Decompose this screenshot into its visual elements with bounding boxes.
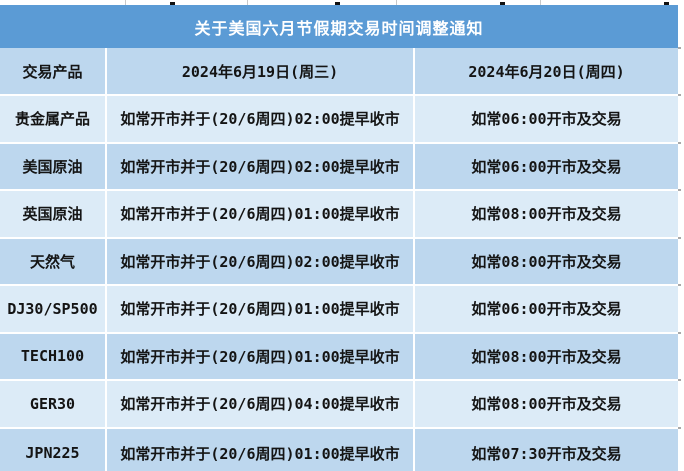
product-cell: JPN225 bbox=[0, 428, 105, 471]
gridline-stub bbox=[678, 427, 681, 429]
product-cell: DJ30/SP500 bbox=[0, 286, 105, 332]
gridline bbox=[125, 0, 126, 5]
header-cell-thursday: 2024年6月20日(周四) bbox=[415, 48, 678, 94]
cutoff-text-fragment bbox=[500, 2, 505, 5]
thursday-cell: 如常06:00开市及交易 bbox=[415, 286, 678, 332]
table-row-ger30: GER30 如常开市并于(20/6周四)04:00提早收市 如常08:00开市及… bbox=[0, 381, 678, 427]
right-edge-gutter bbox=[678, 0, 684, 471]
gridline-stub bbox=[678, 379, 681, 381]
table-row-dj30-sp500: DJ30/SP500 如常开市并于(20/6周四)01:00提早收市 如常06:… bbox=[0, 286, 678, 332]
product-cell: 美国原油 bbox=[0, 143, 105, 189]
gridline-stub bbox=[678, 189, 681, 191]
wednesday-cell: 如常开市并于(20/6周四)02:00提早收市 bbox=[107, 96, 413, 142]
wednesday-cell: 如常开市并于(20/6周四)01:00提早收市 bbox=[107, 286, 413, 332]
gridline-stub bbox=[678, 332, 681, 334]
cutoff-text-fragment bbox=[664, 2, 669, 5]
gridline bbox=[396, 0, 397, 5]
cutoff-text-fragment bbox=[170, 2, 175, 5]
table-row-tech100: TECH100 如常开市并于(20/6周四)01:00提早收市 如常08:00开… bbox=[0, 333, 678, 379]
header-cell-product: 交易产品 bbox=[0, 48, 105, 94]
product-cell: 贵金属产品 bbox=[0, 96, 105, 142]
product-cell: 英国原油 bbox=[0, 191, 105, 237]
header-cell-wednesday: 2024年6月19日(周三) bbox=[107, 48, 413, 94]
gridline bbox=[247, 0, 248, 5]
thursday-cell: 如常06:00开市及交易 bbox=[415, 143, 678, 189]
product-cell: 天然气 bbox=[0, 238, 105, 284]
cutoff-text-fragment bbox=[335, 2, 340, 5]
wednesday-cell: 如常开市并于(20/6周四)01:00提早收市 bbox=[107, 191, 413, 237]
product-cell: TECH100 bbox=[0, 333, 105, 379]
thursday-cell: 如常08:00开市及交易 bbox=[415, 333, 678, 379]
gridline bbox=[540, 0, 541, 5]
wednesday-cell: 如常开市并于(20/6周四)02:00提早收市 bbox=[107, 238, 413, 284]
table-row-us-crude: 美国原油 如常开市并于(20/6周四)02:00提早收市 如常06:00开市及交… bbox=[0, 143, 678, 189]
notice-title-bar: 关于美国六月节假期交易时间调整通知 bbox=[0, 5, 678, 48]
gridline-stub bbox=[678, 237, 681, 239]
wednesday-cell: 如常开市并于(20/6周四)02:00提早收市 bbox=[107, 143, 413, 189]
gridline-stub bbox=[678, 94, 681, 96]
gridline-stub bbox=[678, 142, 681, 144]
thursday-cell: 如常08:00开市及交易 bbox=[415, 238, 678, 284]
table-row-precious-metals: 贵金属产品 如常开市并于(20/6周四)02:00提早收市 如常06:00开市及… bbox=[0, 96, 678, 142]
thursday-cell: 如常08:00开市及交易 bbox=[415, 381, 678, 427]
thursday-cell: 如常08:00开市及交易 bbox=[415, 191, 678, 237]
wednesday-cell: 如常开市并于(20/6周四)04:00提早收市 bbox=[107, 381, 413, 427]
notice-title: 关于美国六月节假期交易时间调整通知 bbox=[194, 18, 484, 38]
gridline-stub bbox=[678, 284, 681, 286]
wednesday-cell: 如常开市并于(20/6周四)01:00提早收市 bbox=[107, 333, 413, 379]
table-header-row: 交易产品 2024年6月19日(周三) 2024年6月20日(周四) bbox=[0, 48, 678, 94]
thursday-cell: 如常07:30开市及交易 bbox=[415, 428, 678, 471]
trading-schedule-table: 交易产品 2024年6月19日(周三) 2024年6月20日(周四) 贵金属产品… bbox=[0, 48, 678, 471]
product-cell: GER30 bbox=[0, 381, 105, 427]
table-row-jpn225: JPN225 如常开市并于(20/6周四)01:00提早收市 如常07:30开市… bbox=[0, 428, 678, 471]
gridline-stub bbox=[678, 47, 681, 49]
table-row-uk-crude: 英国原油 如常开市并于(20/6周四)01:00提早收市 如常08:00开市及交… bbox=[0, 191, 678, 237]
table-row-natural-gas: 天然气 如常开市并于(20/6周四)02:00提早收市 如常08:00开市及交易 bbox=[0, 238, 678, 284]
thursday-cell: 如常06:00开市及交易 bbox=[415, 96, 678, 142]
wednesday-cell: 如常开市并于(20/6周四)01:00提早收市 bbox=[107, 428, 413, 471]
